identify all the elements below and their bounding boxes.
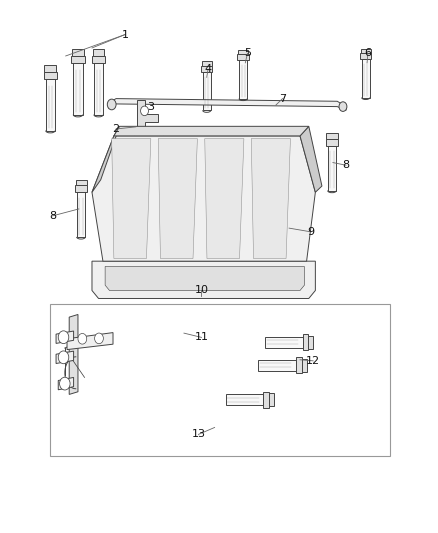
Bar [296, 357, 302, 373]
Text: 13: 13 [191, 430, 205, 439]
Bar [45, 66, 56, 72]
Polygon shape [205, 139, 244, 259]
Bar [226, 394, 263, 405]
Polygon shape [92, 261, 315, 298]
Bar [303, 334, 308, 350]
Bar [302, 359, 307, 372]
Polygon shape [56, 331, 74, 343]
Circle shape [141, 106, 148, 116]
Bar [328, 146, 336, 191]
Bar [75, 185, 87, 192]
Bar [360, 49, 371, 53]
Text: 8: 8 [49, 211, 56, 221]
Text: 7: 7 [279, 94, 286, 103]
Bar [269, 393, 274, 406]
Circle shape [107, 99, 116, 110]
Polygon shape [114, 126, 309, 136]
Text: 5: 5 [244, 49, 251, 58]
Bar [134, 136, 163, 146]
Bar [46, 79, 55, 131]
Circle shape [78, 334, 87, 344]
Bar [265, 337, 303, 348]
Polygon shape [105, 266, 304, 290]
Text: 3: 3 [148, 102, 155, 111]
Polygon shape [300, 126, 322, 192]
Text: 11: 11 [194, 333, 208, 342]
Polygon shape [56, 351, 74, 364]
Circle shape [58, 331, 69, 344]
Polygon shape [137, 100, 158, 132]
Bar [77, 192, 85, 237]
Circle shape [58, 351, 69, 364]
Bar [50, 304, 390, 456]
Bar [203, 72, 211, 110]
Text: 8: 8 [343, 160, 350, 170]
Circle shape [95, 333, 103, 344]
Circle shape [339, 102, 347, 111]
Polygon shape [158, 139, 198, 259]
Text: 4: 4 [205, 64, 212, 74]
Bar [258, 359, 296, 371]
Bar [93, 50, 105, 56]
Bar [75, 180, 87, 185]
Polygon shape [58, 377, 74, 390]
Bar [238, 50, 248, 54]
Bar [73, 63, 83, 115]
Text: 1: 1 [121, 30, 128, 39]
Bar [134, 130, 163, 138]
Bar [326, 139, 338, 146]
Bar [71, 56, 85, 63]
Bar [72, 50, 84, 56]
Bar [201, 61, 212, 66]
Text: 12: 12 [306, 356, 320, 366]
Bar [362, 59, 370, 98]
Polygon shape [92, 126, 120, 192]
Text: 6: 6 [364, 49, 371, 58]
Polygon shape [92, 136, 315, 261]
Polygon shape [69, 314, 78, 394]
Polygon shape [109, 99, 346, 110]
Polygon shape [112, 139, 151, 259]
Bar [94, 63, 103, 115]
Polygon shape [251, 139, 290, 259]
Bar [263, 392, 269, 408]
Bar [326, 133, 338, 139]
Bar [44, 72, 57, 79]
Text: 10: 10 [194, 286, 208, 295]
Bar [201, 66, 212, 72]
Bar [360, 53, 371, 59]
Bar [92, 56, 105, 63]
Text: 9: 9 [307, 227, 314, 237]
Bar [308, 336, 313, 349]
Circle shape [60, 377, 70, 390]
Bar [239, 60, 247, 99]
Text: 2: 2 [113, 124, 120, 134]
Bar [237, 54, 249, 60]
Polygon shape [67, 333, 113, 350]
